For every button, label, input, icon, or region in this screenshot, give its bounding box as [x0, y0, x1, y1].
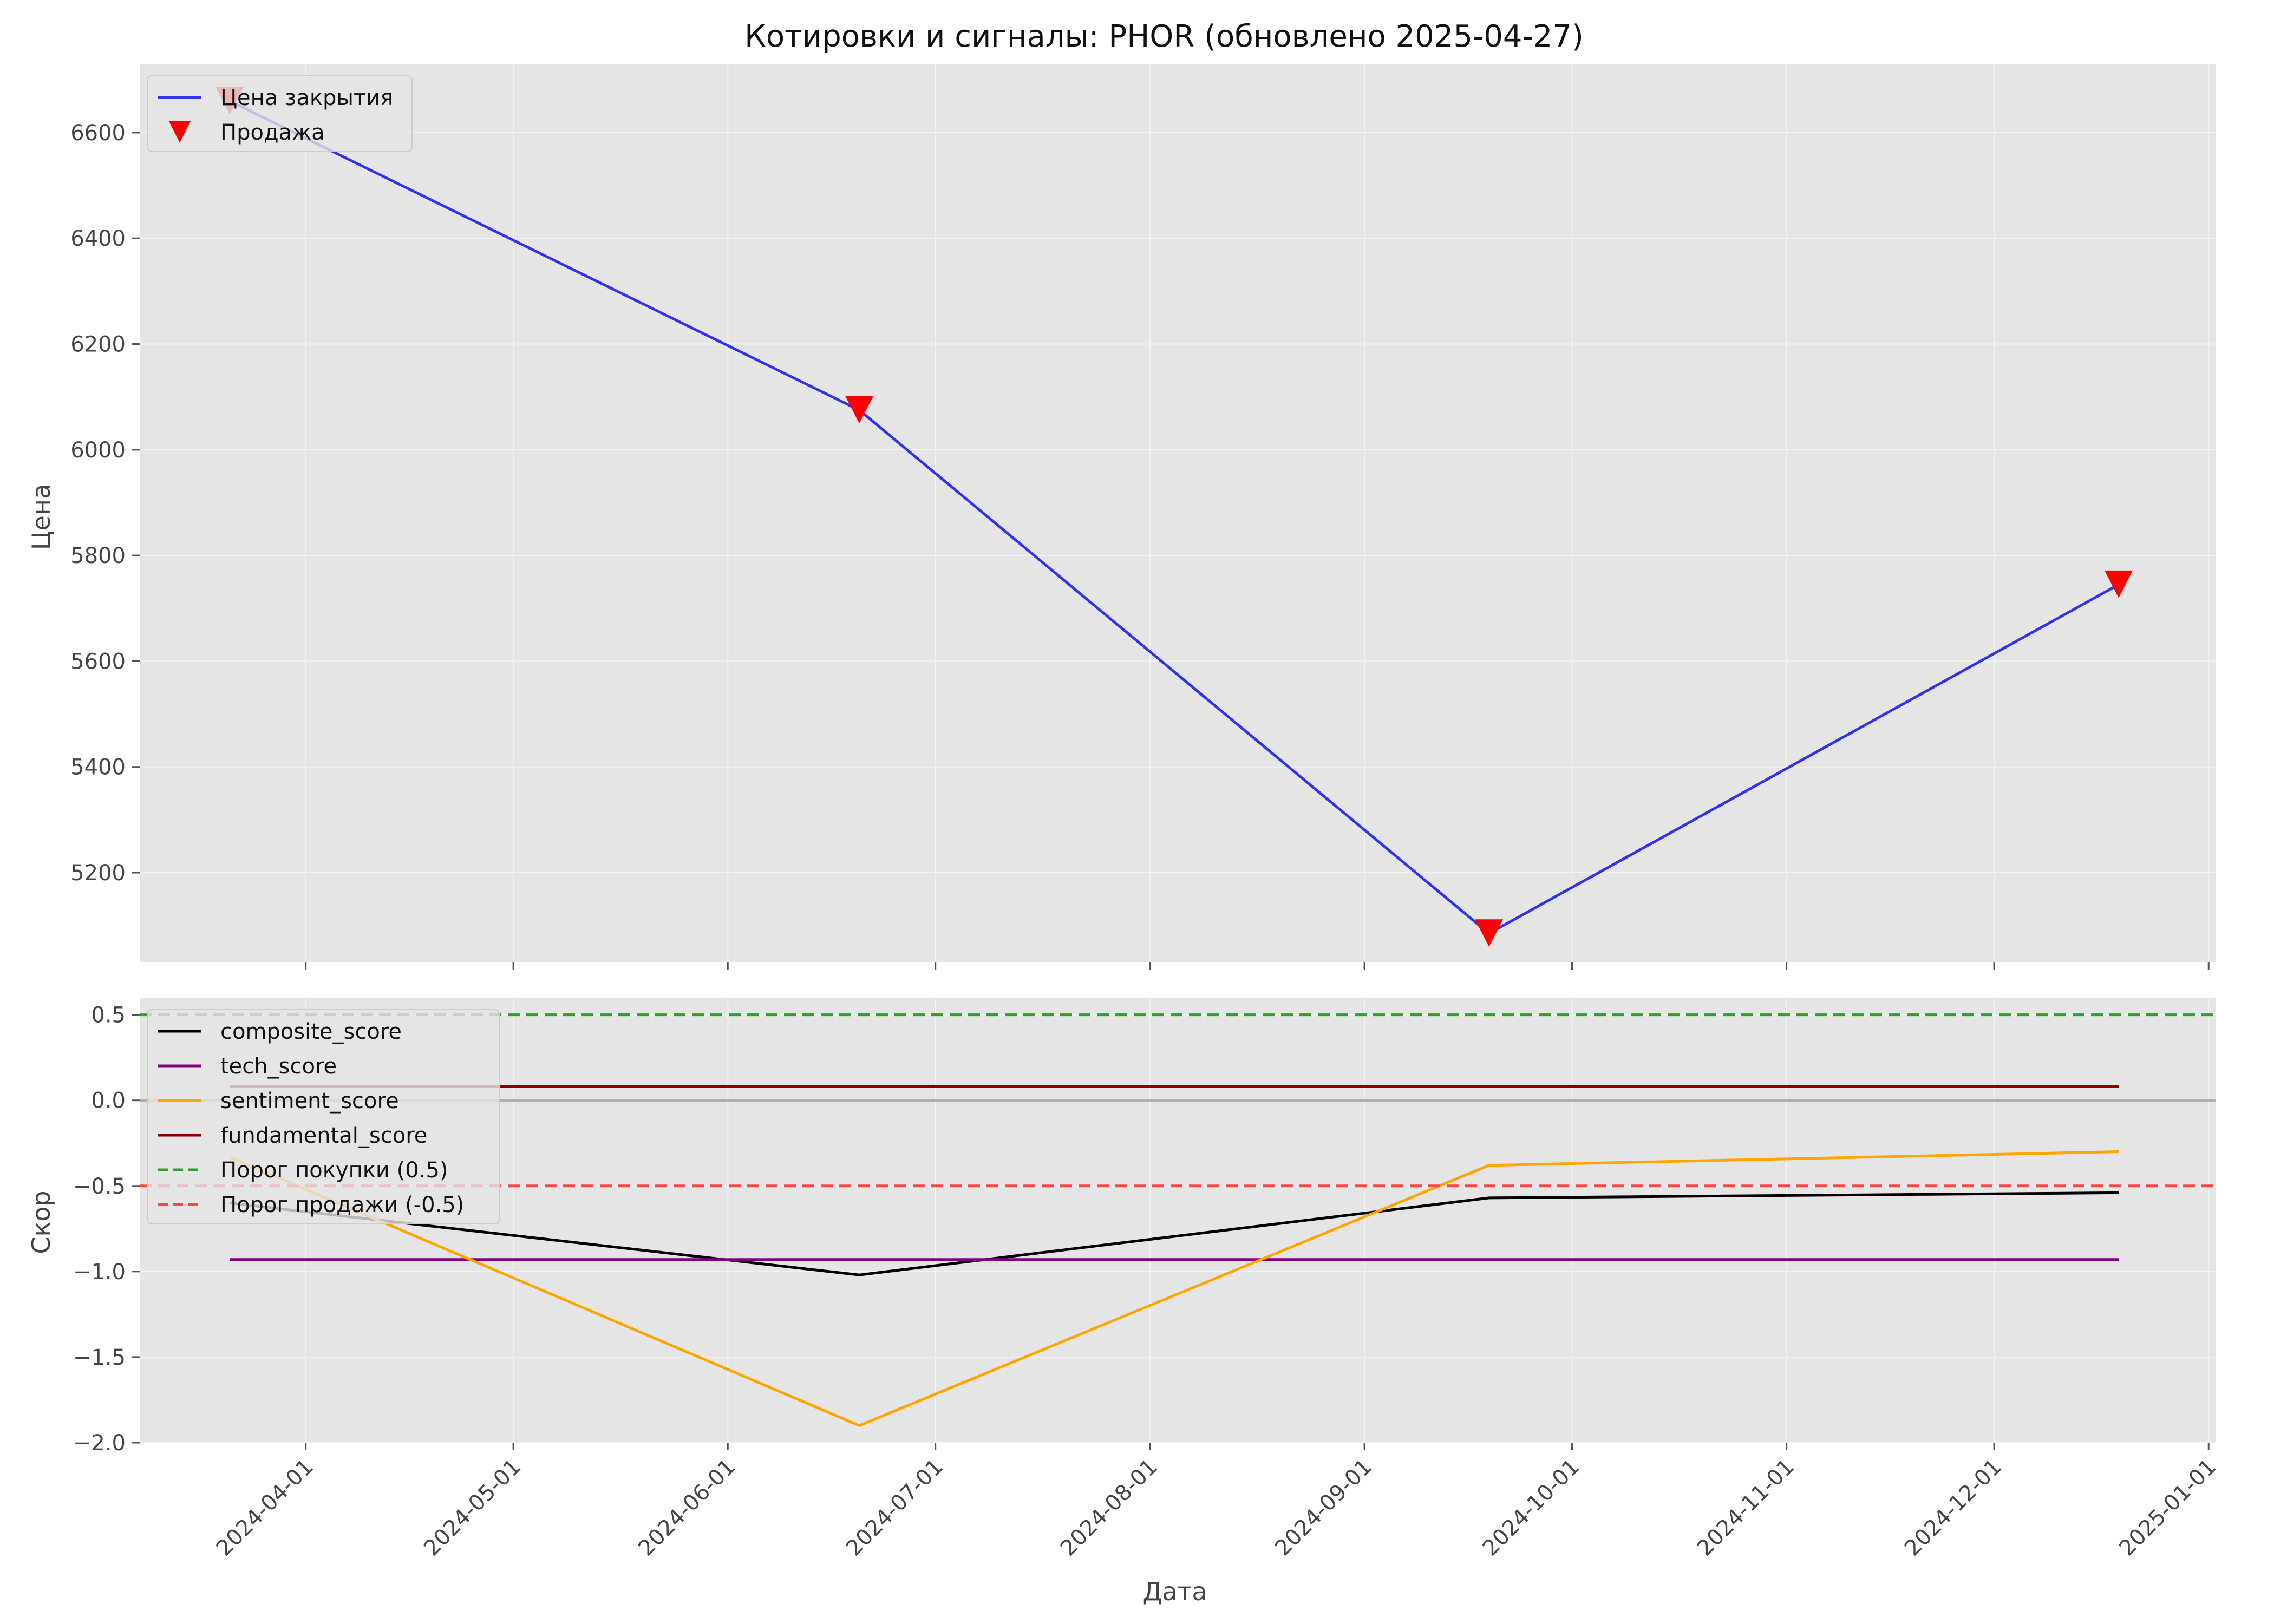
legend-label: tech_score	[220, 1054, 337, 1079]
y-tick-label: −0.5	[73, 1174, 126, 1199]
series-line-sentiment-score	[229, 1150, 2119, 1427]
series-line--	[228, 100, 2120, 935]
legend-item: tech_score	[158, 1054, 337, 1079]
y-tick-label: 5800	[70, 543, 126, 568]
y-tick-label: 6000	[70, 438, 126, 463]
legend-item: fundamental_score	[158, 1123, 427, 1148]
plot-area-background	[140, 64, 2216, 962]
legend-label: Продажа	[220, 120, 325, 145]
price-panel: 5200 5400 5600 5800 6000 6200 6400 6600 Цена зак…	[70, 64, 2216, 970]
legend-item: sentiment_score	[158, 1089, 399, 1114]
legend-item: composite_score	[158, 1019, 402, 1044]
score-panel: −2.0 −1.5 −1.0 −0.5 0.0 0.5 composite_scoretec…	[73, 998, 2216, 1456]
legend-box	[147, 75, 413, 152]
chart-title-text: Котировки и сигналы: PHOR (обновлено 202…	[744, 19, 1584, 54]
legend-label: Порог продажи (-0.5)	[220, 1193, 464, 1217]
y-tick-label: 0.0	[91, 1089, 126, 1114]
sell-marker	[2105, 570, 2133, 598]
legend-item: Порог покупки (0.5)	[158, 1158, 448, 1183]
legend-item: Цена закрытия	[158, 86, 393, 110]
y-tick-label: −2.0	[73, 1431, 126, 1456]
y-tick-label: 5400	[70, 755, 126, 780]
y-tick-label: 5600	[70, 649, 126, 674]
legend-label: Цена закрытия	[220, 86, 393, 110]
y-tick-label: −1.0	[73, 1260, 126, 1285]
legend-marker	[169, 121, 191, 143]
y-tick-label: −1.5	[73, 1345, 126, 1370]
y-tick-label: 5200	[70, 861, 126, 886]
sell-marker	[1475, 919, 1504, 947]
legend-label: Порог покупки (0.5)	[220, 1158, 448, 1183]
legend-box	[147, 1009, 500, 1224]
y-tick-label: 0.5	[91, 1003, 126, 1028]
legend-label: composite_score	[220, 1019, 402, 1044]
legend-item: Порог продажи (-0.5)	[158, 1193, 464, 1217]
price-y-axis-label: Цена	[27, 484, 56, 550]
legend-label: fundamental_score	[220, 1123, 427, 1148]
x-axis-label: Дата	[1142, 1577, 1207, 1606]
y-tick-label: 6600	[70, 121, 126, 146]
sell-marker	[845, 396, 874, 424]
score-y-axis-label: Скор	[27, 1190, 56, 1254]
chart-title: Котировки и сигналы: PHOR (обновлено 202…	[744, 19, 1584, 54]
legend-item: Продажа	[169, 120, 325, 145]
series-line-composite-score	[229, 1191, 2119, 1276]
legend-label: sentiment_score	[220, 1089, 399, 1114]
y-tick-label: 6400	[70, 226, 126, 251]
y-tick-label: 6200	[70, 332, 126, 357]
legend: Цена закрытия Продажа	[147, 75, 413, 152]
legend: composite_score tech_score sentiment_score…	[147, 1009, 500, 1224]
